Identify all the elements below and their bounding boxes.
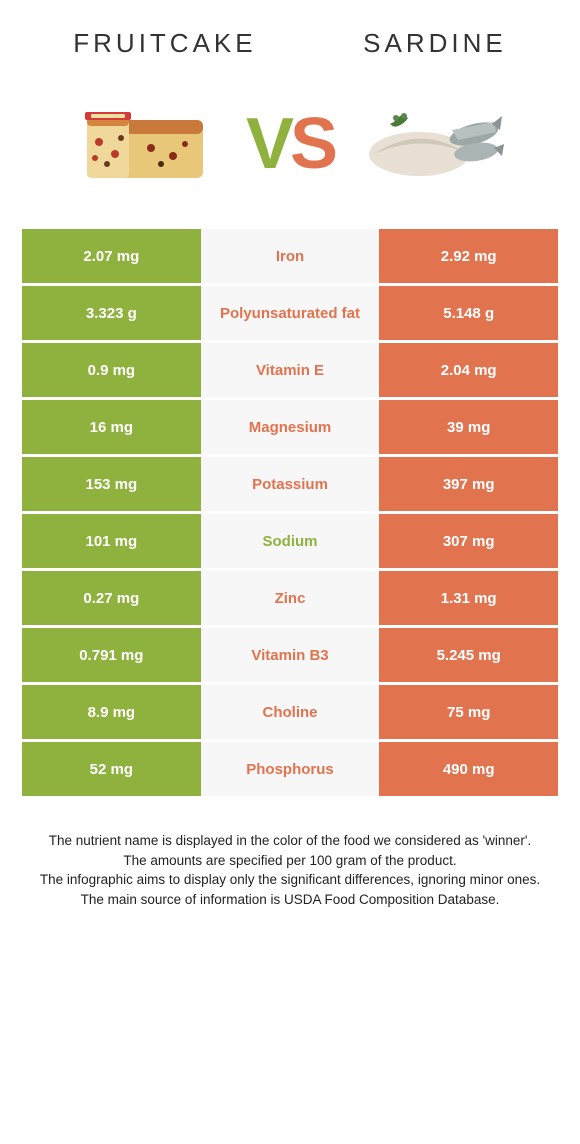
nutrient-label: Vitamin E [201,343,380,400]
footnote-line: The amounts are specified per 100 gram o… [30,851,550,871]
vs-row: V S [0,69,580,229]
nutrient-label: Sodium [201,514,380,571]
left-value: 3.323 g [22,286,201,343]
right-value: 2.04 mg [379,343,558,400]
right-value: 75 mg [379,685,558,742]
nutrient-label: Potassium [201,457,380,514]
left-food-title: Fruitcake [73,28,256,59]
footnote-line: The infographic aims to display only the… [30,870,550,890]
nutrient-label: Choline [201,685,380,742]
nutrient-label: Iron [201,229,380,286]
table-row: 0.9 mgVitamin E2.04 mg [22,343,558,400]
footnote-line: The nutrient name is displayed in the co… [30,831,550,851]
fruitcake-image [76,99,216,189]
table-row: 16 mgMagnesium39 mg [22,400,558,457]
left-value: 2.07 mg [22,229,201,286]
nutrient-label: Vitamin B3 [201,628,380,685]
table-row: 0.791 mgVitamin B35.245 mg [22,628,558,685]
right-value: 39 mg [379,400,558,457]
left-value: 52 mg [22,742,201,799]
left-value: 0.9 mg [22,343,201,400]
left-value: 16 mg [22,400,201,457]
right-value: 490 mg [379,742,558,799]
right-value: 397 mg [379,457,558,514]
vs-s-letter: S [290,103,334,185]
table-row: 2.07 mgIron2.92 mg [22,229,558,286]
right-value: 1.31 mg [379,571,558,628]
right-food-title: Sardine [363,28,507,59]
left-value: 8.9 mg [22,685,201,742]
left-value: 153 mg [22,457,201,514]
table-row: 0.27 mgZinc1.31 mg [22,571,558,628]
table-row: 8.9 mgCholine75 mg [22,685,558,742]
left-value: 101 mg [22,514,201,571]
table-row: 3.323 gPolyunsaturated fat5.148 g [22,286,558,343]
vs-v-letter: V [246,103,290,185]
nutrient-label: Polyunsaturated fat [201,286,380,343]
right-value: 2.92 mg [379,229,558,286]
right-value: 5.245 mg [379,628,558,685]
nutrient-table: 2.07 mgIron2.92 mg3.323 gPolyunsaturated… [22,229,558,799]
footnote-line: The main source of information is USDA F… [30,890,550,910]
nutrient-label: Zinc [201,571,380,628]
header: Fruitcake Sardine [0,0,580,69]
footnote: The nutrient name is displayed in the co… [30,831,550,909]
vs-label: V S [246,103,334,185]
nutrient-label: Magnesium [201,400,380,457]
left-value: 0.27 mg [22,571,201,628]
table-row: 101 mgSodium307 mg [22,514,558,571]
table-row: 52 mgPhosphorus490 mg [22,742,558,799]
sardine-image [364,99,504,189]
nutrient-label: Phosphorus [201,742,380,799]
right-value: 5.148 g [379,286,558,343]
left-value: 0.791 mg [22,628,201,685]
table-row: 153 mgPotassium397 mg [22,457,558,514]
right-value: 307 mg [379,514,558,571]
